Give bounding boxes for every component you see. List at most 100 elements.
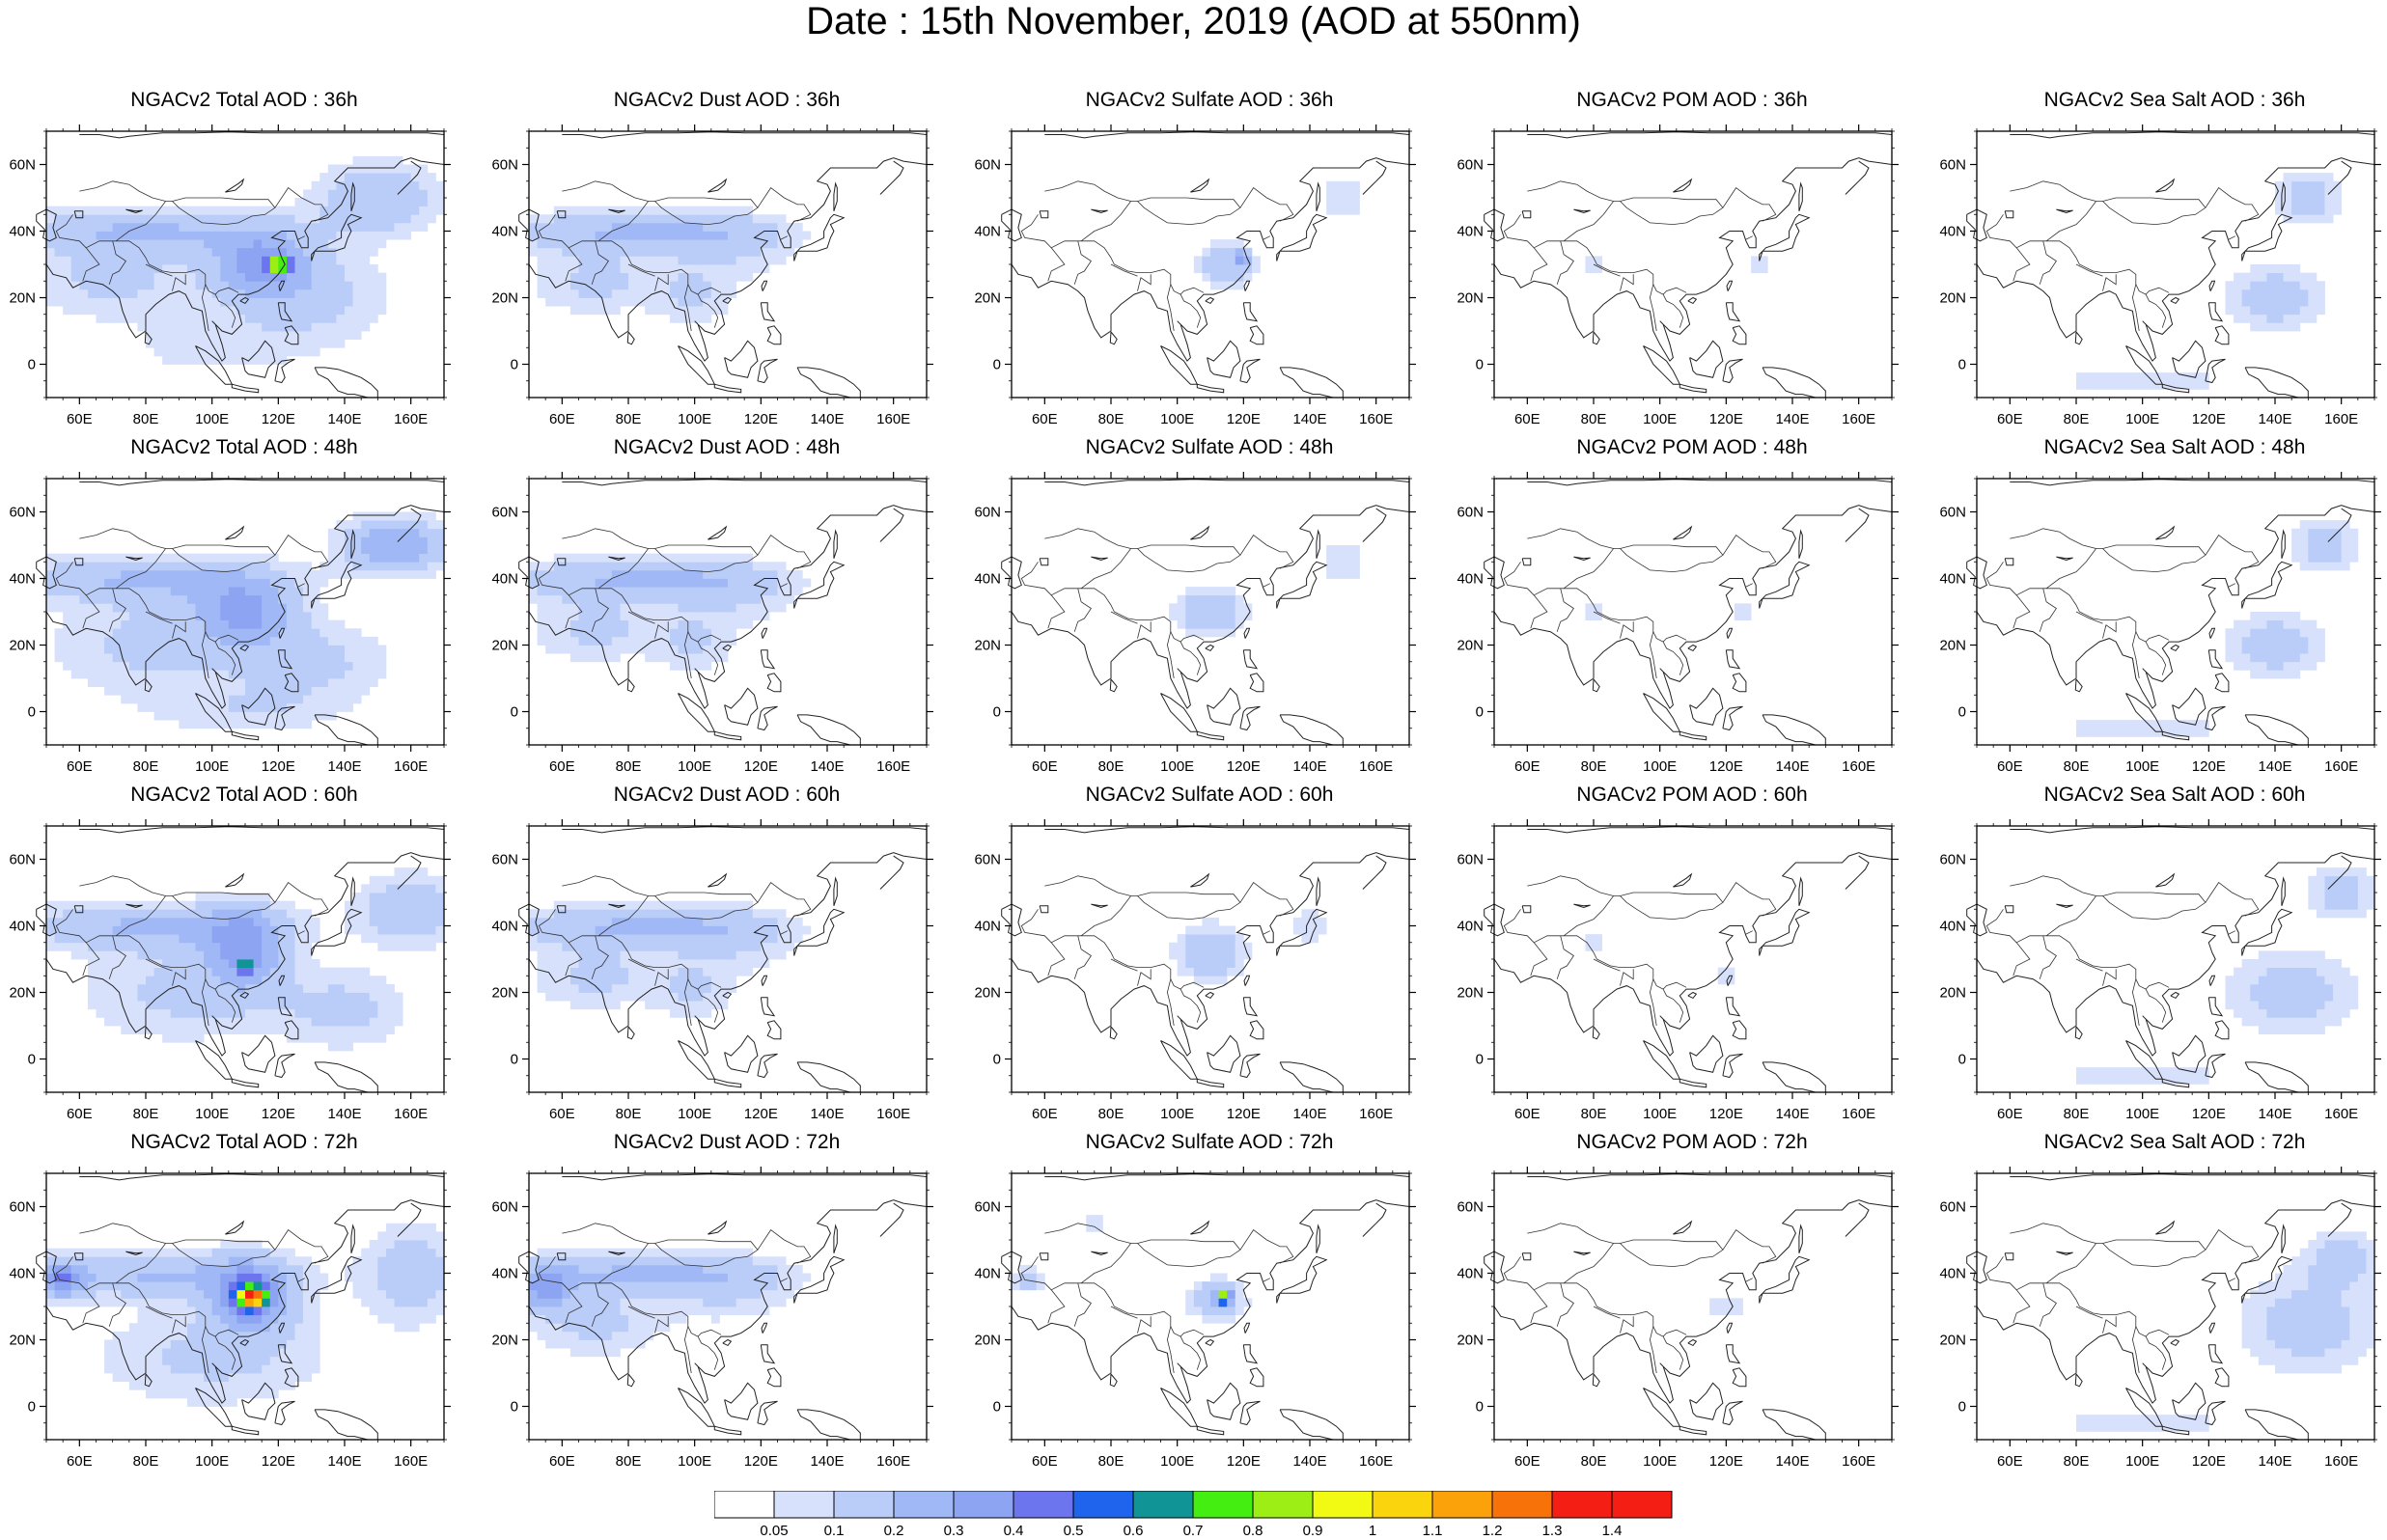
- y-tick-label: 60N: [1939, 157, 1966, 174]
- aod-cell: [2158, 380, 2168, 390]
- aod-cell: [336, 272, 346, 282]
- aod-cell: [153, 347, 163, 357]
- aod-cell: [46, 925, 55, 935]
- country-border: [1110, 611, 1138, 624]
- aod-cell: [63, 636, 72, 646]
- aod-cell: [137, 587, 147, 596]
- aod-field: [2076, 173, 2343, 390]
- aod-cell: [121, 594, 130, 604]
- aod-cell: [46, 281, 55, 290]
- aod-cell: [2333, 520, 2343, 530]
- aod-cell: [669, 239, 679, 249]
- aod-cell: [162, 569, 172, 579]
- aod-cell: [410, 528, 420, 537]
- aod-cell: [104, 306, 114, 316]
- aod-cell: [137, 670, 147, 679]
- y-tick-label: 40N: [1939, 224, 1966, 240]
- aod-cell: [620, 256, 629, 265]
- aod-cell: [345, 562, 353, 571]
- aod-cell: [1169, 612, 1179, 621]
- aod-cell: [636, 619, 646, 629]
- coastline: [2244, 367, 2309, 399]
- country-border: [1620, 621, 1634, 639]
- aod-cell: [686, 222, 696, 232]
- country-border: [1239, 187, 1294, 222]
- aod-cell: [294, 594, 304, 604]
- aod-cell: [96, 628, 105, 638]
- aod-cell: [220, 678, 230, 688]
- coastline: [144, 331, 153, 345]
- aod-cell: [1251, 256, 1261, 265]
- aod-cell: [153, 587, 163, 596]
- aod-cell: [228, 909, 237, 919]
- aod-cell: [419, 528, 429, 537]
- y-tick-label: 40N: [974, 224, 1001, 240]
- aod-cell: [636, 628, 646, 638]
- aod-cell: [377, 1008, 387, 1018]
- aod-cell: [2341, 528, 2350, 537]
- aod-cell: [553, 569, 563, 579]
- aod-cell: [269, 934, 279, 944]
- aod-cell: [410, 206, 420, 215]
- aod-cell: [54, 917, 64, 926]
- aod-cell: [303, 976, 313, 985]
- aod-cell: [352, 992, 362, 1002]
- aod-cell: [128, 289, 138, 298]
- coastline: [311, 213, 363, 261]
- aod-cell: [162, 628, 172, 638]
- aod-cell: [228, 322, 237, 332]
- aod-cell: [195, 297, 205, 307]
- y-tick-label: 20N: [1457, 290, 1484, 307]
- aod-cell: [628, 553, 637, 563]
- aod-cell: [2275, 619, 2284, 629]
- aod-cell: [345, 206, 353, 215]
- aod-cell: [2291, 289, 2301, 298]
- aod-cell: [170, 1008, 180, 1018]
- aod-cell: [311, 214, 320, 224]
- aod-cell: [777, 569, 787, 579]
- aod-cell: [195, 603, 205, 613]
- aod-cell: [537, 569, 546, 579]
- aod-cell: [137, 289, 147, 298]
- aod-cell: [611, 594, 621, 604]
- aod-cell: [70, 603, 80, 613]
- aod-cell: [146, 909, 154, 919]
- aod-cell: [587, 612, 597, 621]
- country-border: [2016, 240, 2170, 295]
- aod-cell: [146, 553, 154, 563]
- aod-cell: [369, 545, 378, 555]
- aod-cell: [245, 612, 254, 621]
- aod-cell: [311, 189, 320, 199]
- aod-cell: [620, 214, 629, 224]
- aod-cell: [137, 314, 147, 323]
- aod-cell: [319, 231, 329, 240]
- aod-cell: [1193, 256, 1203, 265]
- aod-cell: [236, 976, 246, 985]
- aod-cell: [553, 628, 563, 638]
- coastline: [1527, 479, 1893, 486]
- aod-cell: [162, 314, 172, 323]
- aod-cell: [236, 1001, 246, 1010]
- aod-cell: [336, 569, 346, 579]
- aod-cell: [686, 314, 696, 323]
- aod-cell: [311, 917, 320, 926]
- aod-cell: [636, 281, 646, 290]
- aod-cell: [153, 934, 163, 944]
- aod-cell: [545, 256, 555, 265]
- aod-cell: [587, 264, 597, 274]
- aod-cell: [352, 206, 362, 215]
- aod-cell: [2151, 728, 2160, 737]
- aod-cell: [204, 231, 213, 240]
- aod-cell: [402, 569, 412, 579]
- coastline: [1722, 705, 1743, 731]
- aod-cell: [204, 702, 213, 712]
- aod-cell: [719, 569, 729, 579]
- aod-cell: [245, 645, 254, 654]
- aod-cell: [752, 239, 762, 249]
- aod-cell: [669, 281, 679, 290]
- aod-cell: [2291, 198, 2301, 207]
- aod-cell: [63, 306, 72, 316]
- aod-cell: [595, 612, 604, 621]
- aod-cell: [170, 942, 180, 951]
- aod-cell: [319, 967, 329, 976]
